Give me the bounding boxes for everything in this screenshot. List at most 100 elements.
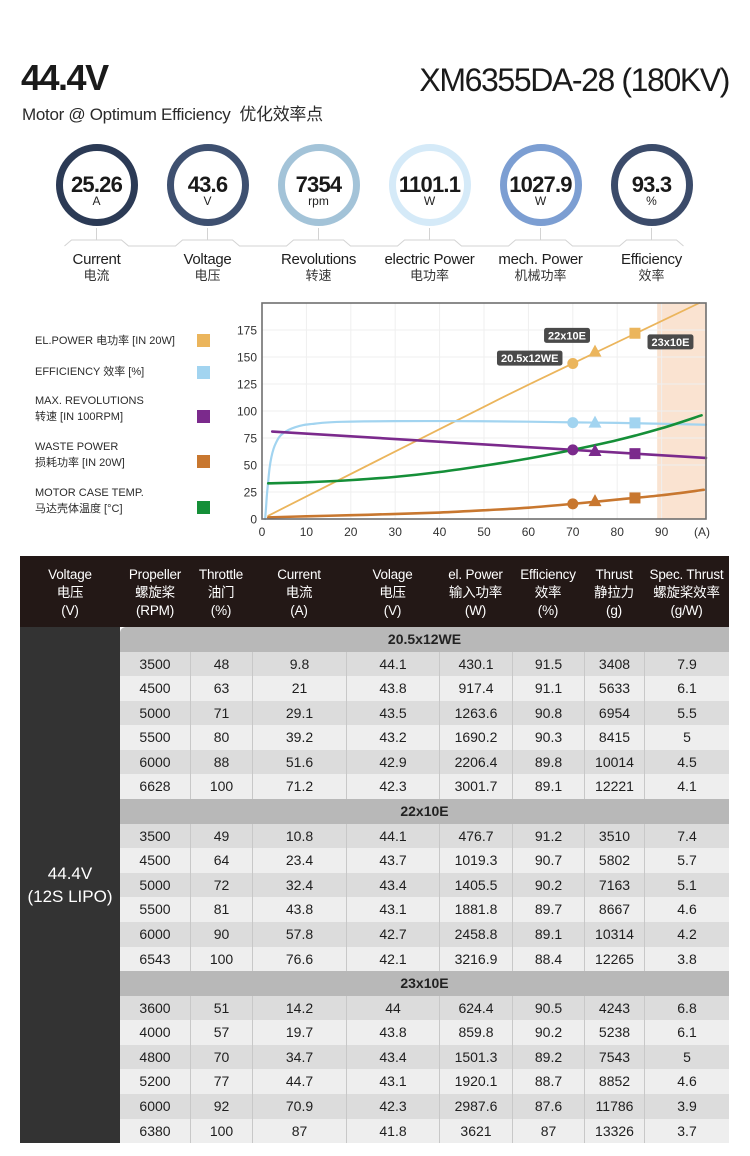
metric-unit: W xyxy=(534,194,547,208)
table-row: 4000 57 19.7 43.8 859.8 90.2 5238 6.1 xyxy=(120,1020,729,1045)
x-axis-unit-label: (A) xyxy=(694,525,710,539)
voltage-cell-battery: (12S LIPO) xyxy=(27,887,113,906)
cell-current: 51.6 xyxy=(252,749,346,775)
annotation-box xyxy=(496,350,563,366)
table-sections: 20.5x12WE 3500 48 9.8 44.1 430.1 91.5 3408 7.9 45… xyxy=(120,627,729,1144)
cell-voltage: 41.8 xyxy=(346,1118,439,1144)
cell-current: 21 xyxy=(252,676,346,701)
x-tick-label: 80 xyxy=(611,525,625,539)
metric-label: Revolutions xyxy=(280,251,357,268)
col-header-en: Volage xyxy=(372,567,413,582)
table-row: 6000 92 70.9 42.3 2987.6 87.6 11786 3.9 xyxy=(120,1094,729,1119)
cell-propeller-rpm: 4500 xyxy=(139,680,171,697)
section-header-propeller: 23x10E xyxy=(120,971,729,996)
x-tick-label: 0 xyxy=(259,525,266,539)
col-header-cn: 电压 xyxy=(56,585,84,600)
col-header-cn: 静拉力 xyxy=(594,585,634,600)
cell-throttle: 64 xyxy=(190,848,252,873)
table-row: 6000 90 57.8 42.7 2458.8 89.1 10314 4.2 xyxy=(120,921,729,947)
cell-propeller-rpm: 6543 xyxy=(139,950,171,967)
metric-label-cn: 效率 xyxy=(638,268,665,283)
cell-efficiency: 89.2 xyxy=(512,1044,584,1070)
cell-el-power: 1690.2 xyxy=(439,725,512,750)
el-power-marker-triangle xyxy=(588,344,602,357)
x-tick-label: 70 xyxy=(566,525,580,539)
waste-power-marker-triangle xyxy=(588,494,602,507)
y-tick-label: 100 xyxy=(237,405,257,419)
efficiency-line xyxy=(264,419,708,521)
cell-thrust: 11786 xyxy=(584,1094,644,1119)
cell-efficiency: 90.7 xyxy=(512,848,584,873)
metric-ring: 25.26 A xyxy=(55,144,138,226)
col-header-en: Spec. Thrust xyxy=(649,567,724,582)
cell-thrust: 4243 xyxy=(584,995,644,1021)
cell-voltage: 43.5 xyxy=(346,700,439,726)
cell-propeller-rpm: 5200 xyxy=(139,1073,171,1090)
legend-item-el-power: EL.POWER 电功率 [IN 20W] xyxy=(35,333,175,349)
efficiency-marker-triangle xyxy=(588,415,602,428)
cell-thrust: 10314 xyxy=(584,921,644,947)
cell-el-power: 476.7 xyxy=(439,823,512,849)
cell-voltage: 42.3 xyxy=(346,1094,439,1119)
cell-efficiency: 90.3 xyxy=(512,725,584,750)
cell-propeller-rpm: 4000 xyxy=(139,1024,171,1041)
col-header-unit: (V) xyxy=(383,603,402,618)
cell-el-power: 2458.8 xyxy=(439,921,512,947)
cell-throttle: 80 xyxy=(190,725,252,750)
metric-value: 1027.9 xyxy=(509,172,572,197)
cell-throttle: 100 xyxy=(190,1118,252,1144)
legend-label: EL.POWER 电功率 [IN 20W] xyxy=(35,335,175,347)
metric-value: 1101.1 xyxy=(398,172,461,197)
cell-efficiency: 89.1 xyxy=(512,921,584,947)
cell-voltage: 43.4 xyxy=(346,872,439,898)
cell-propeller-rpm: 5000 xyxy=(139,876,171,893)
cell-current: 57.8 xyxy=(252,921,346,947)
col-header-spec-thrust: Spec. Thrust 螺旋桨效率 (g/W) xyxy=(644,556,729,627)
metric-mech-power: 1027.9 W mech. Power 机械功率 xyxy=(485,144,596,284)
el-power-marker-square xyxy=(629,327,641,339)
metric-revolutions: 7354 rpm Revolutions 转速 xyxy=(263,144,374,284)
col-header-cn: 输入功率 xyxy=(448,585,503,600)
legend-item-efficiency: EFFICIENCY 效率 [%] xyxy=(35,364,144,380)
cell-efficiency: 89.1 xyxy=(512,774,584,800)
cell-thrust: 13326 xyxy=(584,1118,644,1144)
cell-efficiency: 89.8 xyxy=(512,749,584,775)
table-row: 5500 80 39.2 43.2 1690.2 90.3 8415 5 xyxy=(120,725,729,750)
cell-voltage: 44.1 xyxy=(346,823,439,849)
cell-voltage: 44 xyxy=(346,995,439,1021)
cell-throttle: 81 xyxy=(190,897,252,922)
metric-label: electric Power xyxy=(384,251,475,268)
col-header-unit: (%) xyxy=(537,603,559,618)
cell-efficiency: 87.6 xyxy=(512,1094,584,1119)
x-tick-label: 50 xyxy=(477,525,491,539)
col-header-unit: (g/W) xyxy=(670,603,703,618)
cell-spec-thrust: 7.9 xyxy=(644,651,729,677)
el-power-marker-circle xyxy=(567,357,579,369)
annotation-box xyxy=(647,334,694,350)
cell-throttle: 63 xyxy=(190,676,252,701)
cell-el-power: 1920.1 xyxy=(439,1069,512,1094)
cell-spec-thrust: 7.4 xyxy=(644,823,729,849)
col-header-cn: 螺旋桨 xyxy=(135,585,175,600)
col-header-el-power: el. Power 输入功率 (W) xyxy=(439,556,512,627)
cell-current: 23.4 xyxy=(252,848,346,873)
legend-swatch-efficiency xyxy=(197,366,210,379)
legend-label-cn: 转速 [IN 100RPM] xyxy=(35,411,124,423)
cell-thrust: 8852 xyxy=(584,1069,644,1094)
cell-throttle: 70 xyxy=(190,1044,252,1070)
cell-current: 19.7 xyxy=(252,1020,346,1045)
cell-thrust: 5633 xyxy=(584,676,644,701)
cell-voltage: 43.7 xyxy=(346,848,439,873)
col-header-en: Current xyxy=(277,567,321,582)
metric-ring: 7354 rpm xyxy=(277,144,360,226)
cell-voltage: 43.2 xyxy=(346,725,439,750)
legend-swatch-motor-case-temp xyxy=(197,501,210,514)
cell-current: 43.8 xyxy=(252,897,346,922)
cell-spec-thrust: 3.9 xyxy=(644,1094,729,1119)
cell-el-power: 2206.4 xyxy=(439,749,512,775)
cell-spec-thrust: 3.8 xyxy=(644,946,729,972)
cell-spec-thrust: 5 xyxy=(644,1044,729,1070)
y-tick-label: 125 xyxy=(237,378,257,392)
cell-efficiency: 91.1 xyxy=(512,676,584,701)
cell-el-power: 2987.6 xyxy=(439,1094,512,1119)
